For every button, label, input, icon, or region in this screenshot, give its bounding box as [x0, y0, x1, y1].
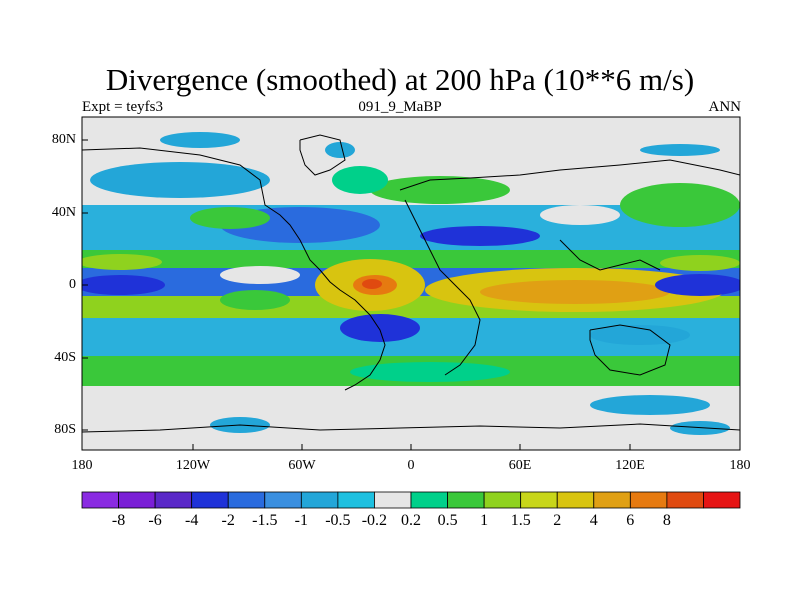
x-tick-label: 60W — [288, 458, 316, 473]
colorbar-label: -0.2 — [361, 512, 388, 529]
colorbar-label: 0.5 — [437, 512, 458, 529]
colorbar-label: -6 — [148, 512, 162, 529]
colorbar-label: -0.5 — [325, 512, 351, 529]
asia-neutral — [540, 205, 620, 225]
sh-atlantic-green — [350, 362, 510, 382]
colorbar-swatch — [666, 491, 704, 509]
south-america-outline — [319, 269, 386, 391]
colorbar-swatch — [191, 491, 229, 509]
sh-atlantic-deep-blue — [340, 314, 420, 342]
colorbar-swatch — [447, 491, 485, 509]
east-pacific-green — [220, 290, 290, 310]
coastlines — [82, 134, 740, 433]
colorbar-swatch — [410, 491, 448, 509]
amazon-peak — [362, 279, 382, 289]
colorbar-label: -1 — [294, 512, 308, 529]
y-tick-label: 0 — [69, 277, 76, 292]
colorbar-swatch — [483, 491, 522, 509]
sh-indian-blue — [590, 325, 690, 345]
eurasia-green — [370, 176, 510, 204]
africa-outline — [404, 199, 481, 376]
colorbar-swatch — [154, 491, 193, 509]
y-tick-label: 40N — [51, 205, 76, 220]
colorbar-swatch — [556, 491, 595, 509]
x-tick-label: 120E — [615, 458, 645, 473]
colorbar-swatch — [264, 491, 302, 509]
map-plot-area — [82, 117, 740, 450]
colorbar-swatch — [118, 491, 156, 509]
colorbar-swatch — [337, 491, 375, 509]
colorbar-label: 0.2 — [401, 512, 421, 529]
greenland-outline — [299, 134, 346, 176]
colorbar-swatch — [300, 491, 339, 509]
colorbar-label: 1.5 — [510, 512, 531, 529]
east-pacific-convergence — [82, 275, 165, 295]
colorbar-swatch — [629, 491, 668, 509]
eurasia-north-outline — [399, 159, 740, 191]
pacific-yellowgreen — [82, 254, 162, 270]
north-america-outline — [82, 147, 321, 271]
colorbar — [81, 491, 741, 509]
arctic-blue-center — [325, 142, 355, 158]
x-tick-label: 0 — [407, 458, 415, 473]
equatorial-divergence-north — [82, 250, 740, 268]
sh-pacific-neutral — [90, 402, 210, 422]
y-tick-label: 80S — [54, 422, 76, 437]
season-label: ANN — [708, 99, 742, 115]
x-tick-label: 120W — [175, 458, 211, 473]
colorbar-swatch — [703, 491, 741, 509]
colorbar-label: -1.5 — [252, 512, 278, 529]
x-tick-label: 180 — [71, 458, 93, 473]
colorbar-swatch — [374, 491, 412, 509]
colorbar-label: 8 — [662, 512, 671, 529]
colorbar-label: 2 — [553, 512, 562, 529]
colorbar-swatch — [593, 491, 631, 509]
central-neutral — [220, 266, 300, 284]
atlantic-green — [332, 166, 388, 194]
nh-pacific-green — [620, 183, 740, 227]
colorbar-label: -4 — [185, 512, 199, 529]
colorbar-label: -2 — [221, 512, 235, 529]
maritime-continent-max — [480, 280, 670, 304]
australia-outline — [589, 324, 671, 376]
colorbar-label: -8 — [111, 512, 126, 529]
wpacific-yellowgreen — [660, 255, 740, 271]
arctic-blue-west — [160, 132, 240, 148]
sh-south-pacific-blue — [590, 395, 710, 415]
x-tick-label: 180 — [729, 458, 751, 473]
period-label: 091_9_MaBP — [358, 99, 442, 115]
arctic-blue-east — [640, 144, 720, 156]
antarctica-outline — [82, 423, 740, 433]
x-tick-label: 60E — [508, 458, 532, 473]
colorbar-label: 1 — [480, 512, 489, 529]
central-pacific-convergence — [655, 274, 740, 296]
y-tick-label: 80N — [51, 132, 76, 147]
axis-ticks — [82, 139, 631, 450]
chart-title: Divergence (smoothed) at 200 hPa (10**6 … — [105, 62, 695, 97]
south-asia-outline — [559, 239, 661, 271]
nh-subtropic-green — [190, 207, 270, 229]
colorbar-swatch — [227, 491, 266, 509]
nh-pacific-blue — [90, 162, 270, 198]
eurasia-deep-blue — [420, 226, 540, 246]
colorbar-swatch — [81, 491, 119, 509]
experiment-label: Expt = teyfs3 — [82, 99, 163, 115]
colorbar-label: 6 — [626, 512, 635, 529]
y-tick-label: 40S — [54, 350, 76, 365]
colorbar-swatch — [520, 491, 558, 509]
colorbar-label: 4 — [589, 512, 598, 529]
